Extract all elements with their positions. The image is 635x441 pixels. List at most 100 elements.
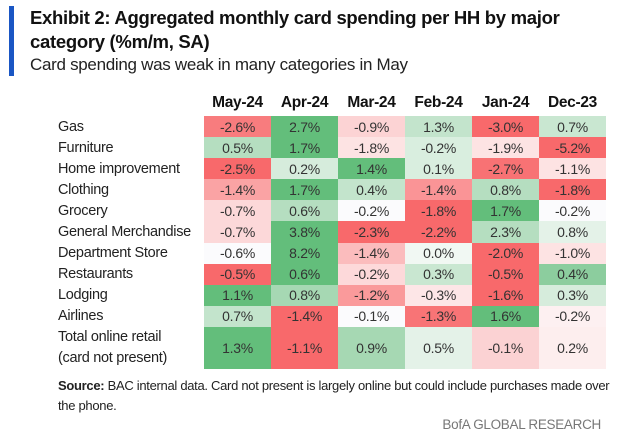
table-row: Grocery -0.7% 0.6% -0.2% -1.8% 1.7% -0.2% — [54, 200, 606, 222]
heatmap-cell: 1.7% — [472, 200, 539, 222]
table-row: General Merchandise -0.7% 3.8% -2.3% -2.2% 2.… — [54, 221, 606, 243]
row-label: Lodging — [58, 287, 108, 304]
heatmap-cell: -3.0% — [472, 116, 539, 138]
heatmap-cell: -1.2% — [338, 284, 405, 306]
table-row: Department Store -0.6% 8.2% -1.4% 0.0% -2.0% -… — [54, 242, 606, 264]
heatmap-cell: 1.6% — [472, 305, 539, 327]
heatmap-cell: -0.5% — [472, 263, 539, 285]
table-row: Home improvement -2.5% 0.2% 1.4% 0.1% -2.7% -1… — [54, 158, 606, 180]
heatmap-cell: 0.8% — [472, 179, 539, 201]
heatmap-cell: 0.1% — [405, 158, 472, 180]
heatmap-cell: 1.4% — [338, 158, 405, 180]
row-label: Gas — [58, 118, 84, 135]
heatmap-cell: -1.4% — [338, 242, 405, 264]
column-header: Apr-24 — [280, 94, 329, 111]
corner-cell — [54, 90, 204, 116]
heatmap-cell: -0.2% — [338, 200, 405, 222]
heatmap-cell: 0.4% — [338, 179, 405, 201]
heatmap-cell: -2.0% — [472, 242, 539, 264]
row-label: Home improvement — [58, 160, 180, 177]
heatmap-cell: 1.1% — [204, 284, 271, 306]
heatmap-cell: -0.5% — [204, 263, 271, 285]
table-row: Gas -2.6% 2.7% -0.9% 1.3% -3.0% 0.7% — [54, 116, 606, 138]
heatmap-cell: 0.8% — [539, 221, 606, 243]
table-row: Furniture 0.5% 1.7% -1.8% -0.2% -1.9% -5.2% — [54, 137, 606, 159]
heatmap-cell: 0.6% — [271, 200, 338, 222]
heatmap-cell: -0.2% — [405, 137, 472, 159]
heatmap-cell: -5.2% — [539, 137, 606, 159]
heatmap-cell: -1.4% — [271, 305, 338, 327]
heatmap-cell: -2.3% — [338, 221, 405, 243]
heatmap-cell: 0.4% — [539, 263, 606, 285]
column-header: Feb-24 — [414, 94, 463, 111]
heatmap-cell: -1.4% — [405, 179, 472, 201]
table-row: Lodging 1.1% 0.8% -1.2% -0.3% -1.6% 0.3% — [54, 284, 606, 306]
heatmap-cell: 0.7% — [539, 116, 606, 138]
table-row: Airlines 0.7% -1.4% -0.1% -1.3% 1.6% -0.2% — [54, 305, 606, 327]
heatmap-cell: 2.7% — [271, 116, 338, 138]
source-text: BAC internal data. Card not present is l… — [58, 378, 610, 413]
heatmap-cell: 8.2% — [271, 242, 338, 264]
source-note: Source: BAC internal data. Card not pres… — [58, 376, 618, 416]
heatmap-cell: 1.3% — [204, 326, 271, 369]
heatmap-cell: 0.5% — [405, 326, 472, 369]
heatmap-cell: 0.5% — [204, 137, 271, 159]
table-row: Restaurants -0.5% 0.6% -0.2% 0.3% -0.5% 0.4% — [54, 263, 606, 285]
heatmap-cell: -1.0% — [539, 242, 606, 264]
row-label: Department Store — [58, 245, 168, 262]
heatmap-cell: 0.6% — [271, 263, 338, 285]
source-label: Source: — [58, 378, 105, 393]
column-header: Dec-23 — [547, 94, 598, 111]
heatmap-cell: -1.4% — [204, 179, 271, 201]
heatmap-cell: 0.3% — [539, 284, 606, 306]
heatmap-table: May-24 Apr-24 Mar-24 Feb-24 Jan-24 Dec-23 Gas… — [54, 90, 606, 369]
row-label: Restaurants — [58, 266, 133, 283]
heatmap-cell: -0.2% — [338, 263, 405, 285]
heatmap-cell: 0.8% — [271, 284, 338, 306]
row-label: Airlines — [58, 308, 104, 325]
heatmap-cell: -2.6% — [204, 116, 271, 138]
heatmap-cell: -1.1% — [539, 158, 606, 180]
heatmap-cell: -1.9% — [472, 137, 539, 159]
heatmap-cell: -0.3% — [405, 284, 472, 306]
heatmap-cell: -2.2% — [405, 221, 472, 243]
heatmap-cell: 1.7% — [271, 179, 338, 201]
heatmap-cell: -0.6% — [204, 242, 271, 264]
heatmap-cell: -0.2% — [539, 200, 606, 222]
heatmap-cell: -1.8% — [338, 137, 405, 159]
heatmap-cell: -0.1% — [338, 305, 405, 327]
heatmap-cell: -0.2% — [539, 305, 606, 327]
heatmap-cell: 0.2% — [539, 326, 606, 369]
column-header: May-24 — [212, 94, 263, 111]
row-label: Total online retail (card not present) — [58, 328, 168, 366]
accent-bar — [9, 6, 14, 76]
row-label: General Merchandise — [58, 224, 191, 241]
column-header: Jan-24 — [481, 94, 530, 111]
heatmap-cell: -2.5% — [204, 158, 271, 180]
heatmap-cell: -0.9% — [338, 116, 405, 138]
heatmap-cell: -0.7% — [204, 200, 271, 222]
row-label: Furniture — [58, 139, 114, 156]
heatmap-cell: 3.8% — [271, 221, 338, 243]
heatmap-cell: -1.3% — [405, 305, 472, 327]
heatmap-cell: 0.9% — [338, 326, 405, 369]
heatmap-cell: 2.3% — [472, 221, 539, 243]
heatmap-cell: -1.8% — [539, 179, 606, 201]
table-row: Total online retail (card not present) 1.… — [54, 326, 606, 369]
table-row: Clothing -1.4% 1.7% 0.4% -1.4% 0.8% -1.8% — [54, 179, 606, 201]
chart-title: Exhibit 2: Aggregated monthly card spend… — [30, 7, 560, 52]
heatmap-cell: -1.1% — [271, 326, 338, 369]
heatmap-cell: -2.7% — [472, 158, 539, 180]
heatmap-cell: -0.7% — [204, 221, 271, 243]
heatmap-cell: 0.2% — [271, 158, 338, 180]
heatmap-cell: 0.3% — [405, 263, 472, 285]
heatmap-cell: -1.6% — [472, 284, 539, 306]
heatmap-cell: -0.1% — [472, 326, 539, 369]
heatmap-cell: -1.8% — [405, 200, 472, 222]
brand-logo-text: BofA GLOBAL RESEARCH — [442, 417, 601, 432]
heatmap-cell: 1.3% — [405, 116, 472, 138]
row-label: Grocery — [58, 202, 108, 219]
heatmap-cell: 0.0% — [405, 242, 472, 264]
heatmap-cell: 0.7% — [204, 305, 271, 327]
